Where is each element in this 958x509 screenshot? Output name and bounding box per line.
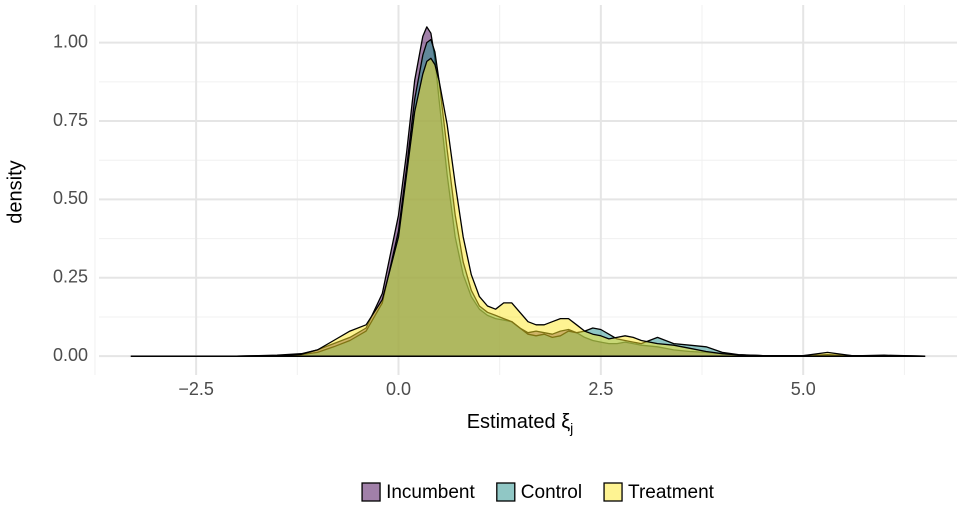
y-tick-label: 0.50 bbox=[53, 188, 88, 208]
y-tick-label: 1.00 bbox=[53, 31, 88, 51]
y-tick-label: 0.25 bbox=[53, 267, 88, 287]
legend-key bbox=[603, 482, 623, 502]
density-area bbox=[130, 38, 926, 357]
y-tick-label: 0.75 bbox=[53, 110, 88, 130]
density-area bbox=[130, 57, 926, 357]
x-axis-label-main: Estimated ξ bbox=[467, 411, 570, 433]
legend-label: Treatment bbox=[628, 482, 715, 503]
legend: Incumbent Control Treatment bbox=[361, 482, 715, 503]
y-axis-label: density bbox=[4, 160, 26, 223]
legend-label: Control bbox=[521, 482, 582, 503]
x-axis-label-subscript: j bbox=[569, 420, 573, 436]
legend-key bbox=[361, 482, 381, 502]
legend-key bbox=[496, 482, 516, 502]
x-tick-label: 0.0 bbox=[386, 379, 411, 399]
x-tick-label: 5.0 bbox=[791, 379, 816, 399]
x-axis-label: Estimated ξj bbox=[467, 411, 574, 435]
y-tick-label: 0.00 bbox=[53, 345, 88, 365]
legend-label: Incumbent bbox=[386, 482, 475, 503]
density-area bbox=[130, 26, 926, 357]
x-tick-label: 2.5 bbox=[588, 379, 613, 399]
x-tick-label: −2.5 bbox=[178, 379, 214, 399]
